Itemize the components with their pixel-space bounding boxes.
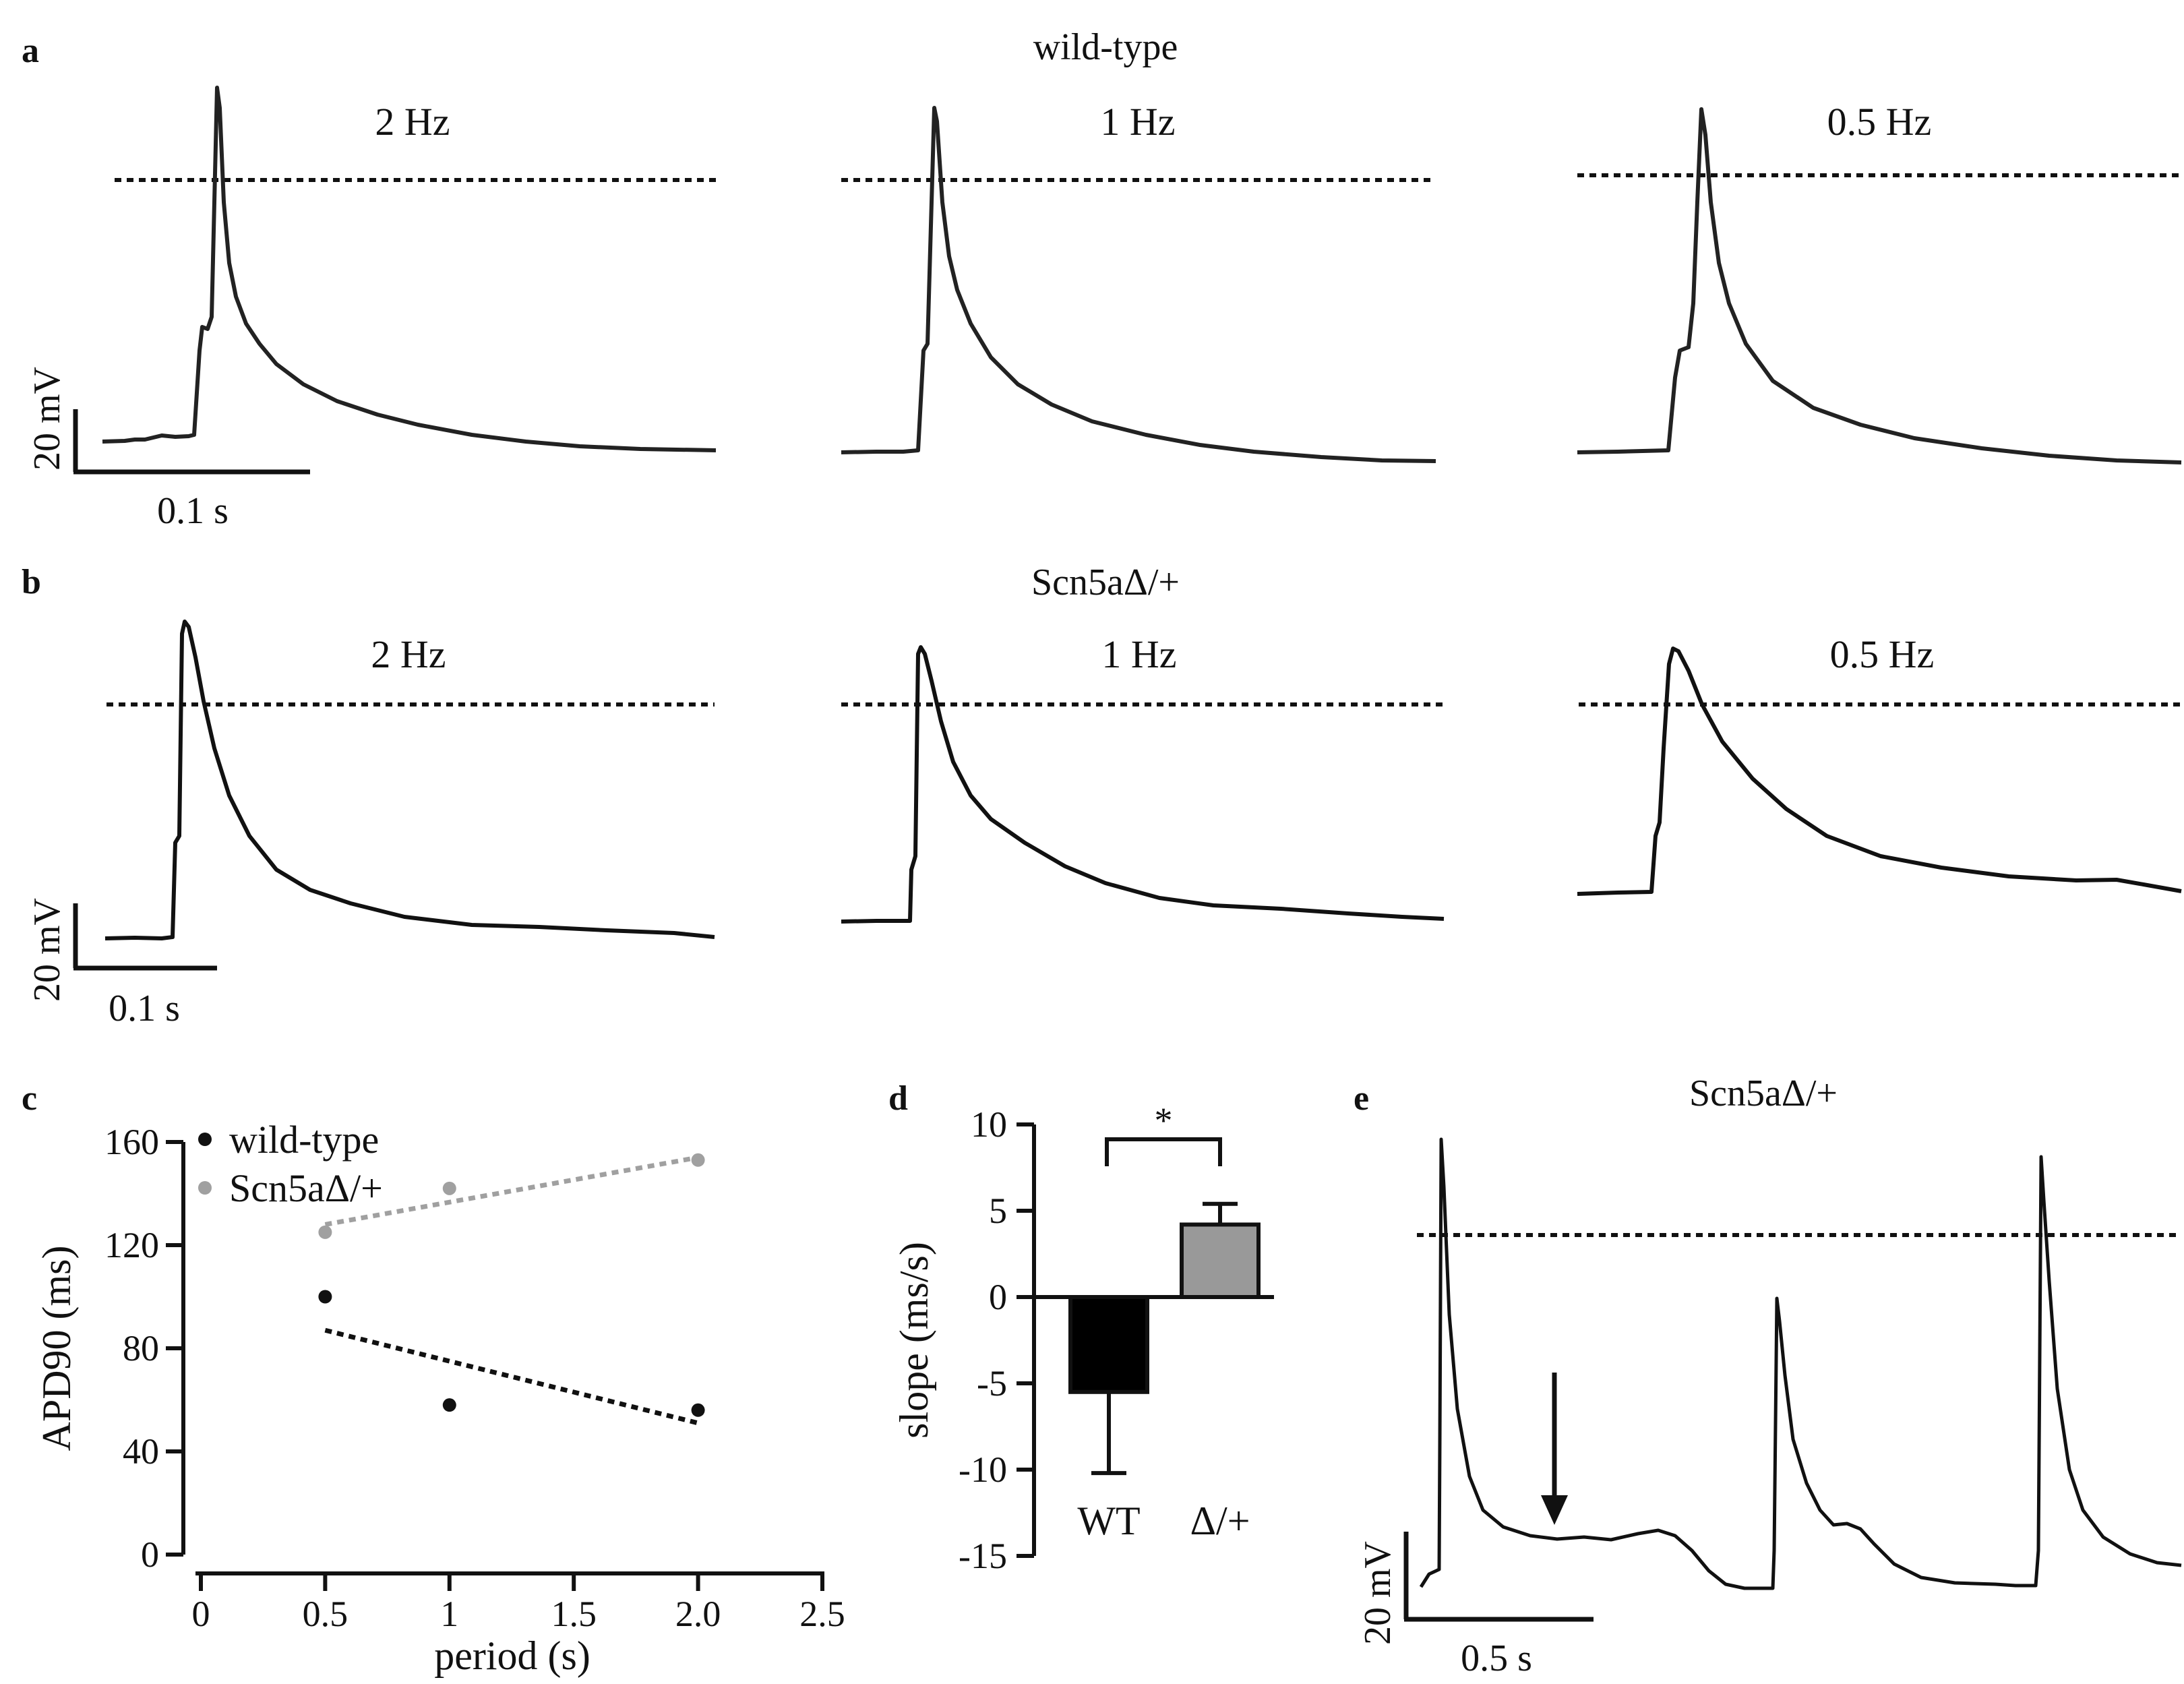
panel-e-title: Scn5aΔ/+ bbox=[1689, 1073, 1838, 1114]
c-point-wild-type bbox=[442, 1398, 456, 1412]
d-bar-mutant bbox=[1180, 1222, 1261, 1299]
panel-e-arrow bbox=[1541, 1373, 1568, 1525]
panel-a-title: wild-type bbox=[1033, 26, 1178, 68]
panel-b-title: Scn5aΔ/+ bbox=[1031, 562, 1180, 603]
d-y-tick-label: 10 bbox=[971, 1104, 1007, 1145]
d-bar-wt bbox=[1068, 1295, 1149, 1394]
c-point-mutant bbox=[442, 1181, 456, 1195]
c-x-tick-label: 1 bbox=[440, 1594, 458, 1634]
panel-b: b Scn5aΔ/+ 2 Hz 1 Hz 0.5 Hz 20 mV 0.1 s bbox=[22, 562, 2182, 1029]
panel-d: d -15 -10 -5 0 5 10 slope (ms/s) WT Δ/+ * bbox=[888, 1079, 1274, 1576]
panel-e-scalebar-voltage: 20 mV bbox=[1357, 1541, 1399, 1645]
panel-d-letter: d bbox=[888, 1079, 908, 1118]
c-y-tick-label: 160 bbox=[104, 1122, 159, 1162]
c-x-tick-label: 2.0 bbox=[675, 1594, 721, 1634]
panel-e-scalebar-time: 0.5 s bbox=[1461, 1637, 1532, 1679]
d-significance-label: * bbox=[1155, 1100, 1173, 1141]
c-fit-line-mutant bbox=[324, 1155, 699, 1227]
panel-b-trace-0_5hz bbox=[1577, 646, 2182, 896]
d-y-tick-label: -10 bbox=[959, 1449, 1007, 1490]
c-point-mutant bbox=[318, 1225, 332, 1239]
c-legend-label-wild-type: wild-type bbox=[229, 1118, 379, 1162]
c-point-mutant bbox=[691, 1153, 705, 1167]
d-y-tick-label: -5 bbox=[977, 1363, 1007, 1404]
panel-d-chart: -15 -10 -5 0 5 10 slope (ms/s) WT Δ/+ * bbox=[892, 1100, 1274, 1576]
panel-a-scalebar-voltage: 20 mV bbox=[26, 367, 68, 471]
c-x-tick-label: 1.5 bbox=[551, 1594, 597, 1634]
c-x-axis-label: period (s) bbox=[434, 1633, 590, 1678]
arrow-down-icon bbox=[1541, 1495, 1568, 1525]
panel-c-letter: c bbox=[22, 1079, 37, 1118]
c-legend-marker-wild-type bbox=[198, 1133, 212, 1146]
panel-e-letter: e bbox=[1354, 1079, 1369, 1118]
d-category-label-wt: WT bbox=[1077, 1499, 1140, 1543]
panel-b-trace-1hz bbox=[841, 645, 1445, 924]
panel-e-trace bbox=[1419, 1137, 2182, 1590]
panel-b-scalebar: 20 mV 0.1 s bbox=[26, 898, 217, 1029]
c-y-tick-label: 80 bbox=[123, 1328, 159, 1369]
c-legend-marker-mutant bbox=[198, 1181, 212, 1195]
panel-b-trace3-label: 0.5 Hz bbox=[1830, 632, 1935, 676]
panel-b-scalebar-voltage: 20 mV bbox=[26, 898, 68, 1002]
panel-b-trace2-label: 1 Hz bbox=[1101, 632, 1176, 676]
panel-b-letter: b bbox=[22, 563, 41, 601]
panel-a-trace-2hz bbox=[102, 86, 717, 452]
panel-b-trace1-label: 2 Hz bbox=[371, 632, 446, 676]
c-y-tick-label: 120 bbox=[104, 1225, 159, 1265]
d-y-axis-label: slope (ms/s) bbox=[892, 1242, 936, 1439]
panel-a-trace-1hz bbox=[841, 106, 1436, 463]
panel-b-trace-2hz bbox=[104, 620, 715, 940]
c-legend-label-mutant: Scn5aΔ/+ bbox=[229, 1166, 383, 1210]
c-fit-line-wild-type bbox=[324, 1327, 699, 1426]
panel-c: c 0 40 80 120 160 0 0.5 1 1.5 2.0 2.5 period (s) APD… bbox=[22, 1079, 845, 1678]
panel-c-chart: 0 40 80 120 160 0 0.5 1 1.5 2.0 2.5 period (s) APD90… bbox=[34, 1118, 845, 1678]
c-y-tick-label: 0 bbox=[141, 1534, 159, 1575]
c-x-tick-label: 0 bbox=[192, 1594, 210, 1634]
d-y-tick-label: 0 bbox=[989, 1277, 1007, 1317]
d-category-label-mutant: Δ/+ bbox=[1190, 1499, 1250, 1543]
panel-a-trace3-label: 0.5 Hz bbox=[1827, 100, 1932, 144]
c-point-wild-type bbox=[318, 1290, 332, 1304]
panel-a-trace-0_5hz bbox=[1577, 107, 2182, 464]
panel-a-scalebar: 20 mV 0.1 s bbox=[26, 367, 310, 532]
panel-e-scalebar: 20 mV 0.5 s bbox=[1357, 1532, 1594, 1679]
panel-e: e Scn5aΔ/+ 20 mV 0.5 s bbox=[1354, 1073, 2182, 1679]
c-x-tick-label: 0.5 bbox=[303, 1594, 348, 1634]
c-point-wild-type bbox=[691, 1403, 705, 1417]
c-y-tick-label: 40 bbox=[123, 1431, 159, 1472]
panel-a: a wild-type 2 Hz 1 Hz 0.5 Hz 20 mV 0.1 s bbox=[22, 26, 2182, 532]
d-y-tick-label: 5 bbox=[989, 1191, 1007, 1231]
c-y-axis-label: APD90 (ms) bbox=[34, 1245, 79, 1451]
c-x-tick-label: 2.5 bbox=[799, 1594, 845, 1634]
panel-a-trace2-label: 1 Hz bbox=[1100, 100, 1175, 144]
panel-b-scalebar-time: 0.1 s bbox=[109, 988, 180, 1029]
d-significance-bracket bbox=[1105, 1137, 1222, 1166]
panel-a-letter: a bbox=[22, 32, 39, 70]
panel-a-scalebar-time: 0.1 s bbox=[157, 490, 229, 532]
panel-a-trace1-label: 2 Hz bbox=[375, 100, 450, 144]
d-y-tick-label: -15 bbox=[959, 1536, 1007, 1576]
